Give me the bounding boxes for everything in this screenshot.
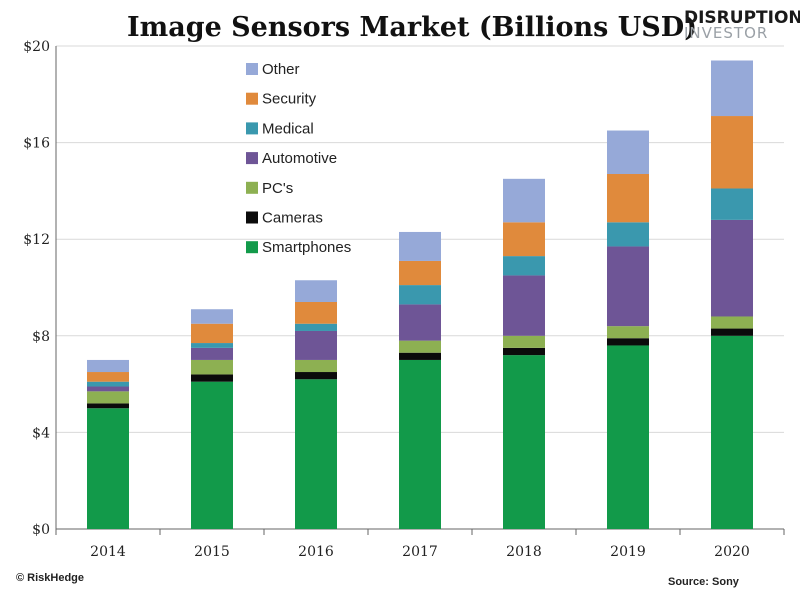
legend-swatch bbox=[246, 92, 258, 105]
bar-segment bbox=[399, 285, 441, 305]
y-tick-label: $20 bbox=[23, 39, 50, 55]
bar-segment bbox=[399, 231, 441, 261]
bar-segment bbox=[87, 381, 129, 387]
bar-segment bbox=[295, 280, 337, 302]
bar-segment bbox=[607, 326, 649, 339]
bar-segment bbox=[711, 219, 753, 317]
legend-swatch bbox=[246, 122, 258, 135]
bar-segment bbox=[191, 347, 233, 360]
bar-segment bbox=[87, 403, 129, 409]
bar-segment bbox=[191, 381, 233, 529]
bar-segment bbox=[87, 386, 129, 392]
legend-label: Security bbox=[262, 91, 317, 108]
bar-segment bbox=[711, 316, 753, 329]
bar-segment bbox=[295, 379, 337, 529]
x-tick-label: 2014 bbox=[90, 544, 126, 560]
y-tick-label: $0 bbox=[32, 522, 50, 538]
brand-line1: DISRUPTION bbox=[684, 8, 800, 28]
legend-swatch bbox=[246, 63, 258, 75]
bar-segment bbox=[711, 328, 753, 336]
bar-segment bbox=[399, 304, 441, 341]
bar-segment bbox=[607, 338, 649, 346]
bars bbox=[87, 60, 753, 529]
x-tick-label: 2019 bbox=[610, 544, 646, 560]
legend: Other Security Medical Automotive PC's Camera… bbox=[246, 61, 351, 256]
bar-segment bbox=[607, 246, 649, 327]
bar-segment bbox=[87, 372, 129, 382]
legend-swatch bbox=[246, 211, 258, 224]
brand-logo: DISRUPTION INVESTOR bbox=[684, 8, 800, 42]
x-axis: 2014 2015 2016 2017 2018 2019 2020 bbox=[55, 529, 785, 560]
legend-label: Cameras bbox=[262, 210, 323, 227]
bar-segment bbox=[295, 323, 337, 331]
bar-segment bbox=[295, 301, 337, 324]
legend-swatch bbox=[246, 152, 258, 165]
legend-swatch bbox=[246, 181, 258, 194]
legend-label: Medical bbox=[262, 120, 314, 137]
bar-segment bbox=[711, 116, 753, 189]
legend-swatch bbox=[246, 241, 258, 254]
legend-label: Automotive bbox=[262, 150, 337, 167]
footer: © RiskHedge Source: Sony bbox=[16, 572, 740, 588]
legend-label: Smartphones bbox=[262, 239, 351, 256]
x-tick-label: 2018 bbox=[506, 544, 542, 560]
y-tick-label: $12 bbox=[23, 232, 50, 248]
bar-segment bbox=[399, 340, 441, 353]
bar-segment bbox=[607, 173, 649, 223]
bar-segment bbox=[503, 222, 545, 257]
bar-segment bbox=[399, 260, 441, 286]
bar-segment bbox=[399, 352, 441, 360]
brand-line2: INVESTOR bbox=[684, 24, 768, 42]
y-tick-label: $8 bbox=[32, 329, 50, 345]
bar-segment bbox=[503, 355, 545, 529]
bar-segment bbox=[711, 60, 753, 117]
source-text: Source: Sony bbox=[668, 576, 740, 588]
bar-segment bbox=[503, 275, 545, 336]
bar-segment bbox=[191, 343, 233, 348]
bar-segment bbox=[87, 408, 129, 529]
bar-segment bbox=[711, 335, 753, 529]
legend-label: PC's bbox=[262, 180, 293, 197]
bar-segment bbox=[295, 330, 337, 360]
bar-segment bbox=[295, 372, 337, 380]
bar-segment bbox=[503, 256, 545, 276]
bar-segment bbox=[295, 359, 337, 373]
bar-segment bbox=[607, 345, 649, 529]
bar-segment bbox=[503, 178, 545, 223]
y-axis: $0 $4 $8 $12 $16 $20 bbox=[23, 39, 57, 538]
y-tick-label: $16 bbox=[23, 136, 50, 152]
bar-segment bbox=[191, 359, 233, 375]
bar-segment bbox=[503, 347, 545, 356]
bar-segment bbox=[607, 222, 649, 247]
bar-segment bbox=[191, 323, 233, 344]
x-tick-label: 2020 bbox=[714, 544, 750, 560]
x-tick-label: 2016 bbox=[298, 544, 334, 560]
bar-segment bbox=[191, 309, 233, 324]
x-tick-label: 2017 bbox=[402, 544, 438, 560]
bar-segment bbox=[399, 359, 441, 529]
legend-label: Other bbox=[262, 61, 300, 78]
bar-segment bbox=[503, 335, 545, 348]
chart-title: Image Sensors Market (Billions USD) bbox=[127, 12, 697, 43]
copyright-text: © RiskHedge bbox=[16, 572, 84, 584]
bar-segment bbox=[87, 391, 129, 404]
x-tick-label: 2015 bbox=[194, 544, 230, 560]
y-tick-label: $4 bbox=[32, 425, 50, 441]
bar-segment bbox=[87, 359, 129, 373]
bar-segment bbox=[607, 130, 649, 174]
bar-segment bbox=[711, 188, 753, 220]
bar-segment bbox=[191, 374, 233, 382]
